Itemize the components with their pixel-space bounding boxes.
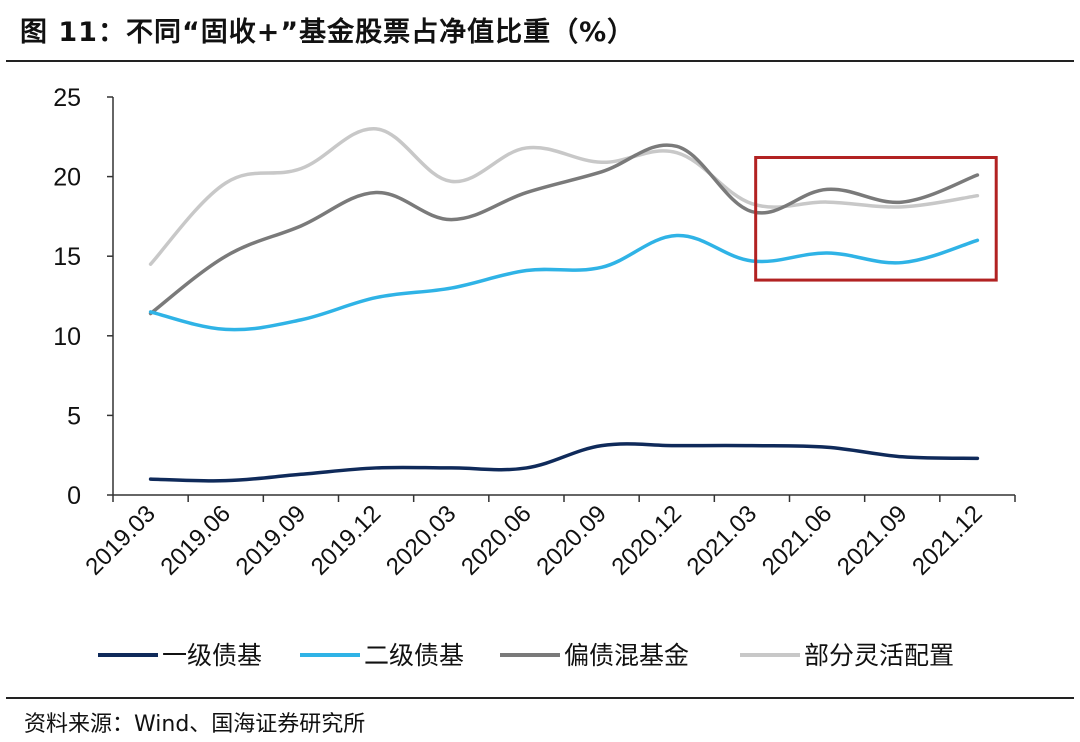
y-tick-label: 25 <box>53 84 81 112</box>
series-line-2 <box>148 233 980 332</box>
series-line-3 <box>148 143 980 316</box>
legend-label: 一级债基 <box>162 641 262 670</box>
x-ticks: 2019.032019.062019.092019.122020.032020.… <box>80 495 1016 581</box>
series-line-1 <box>148 442 980 483</box>
legend-label: 部分灵活配置 <box>804 641 954 670</box>
bottom-rule <box>6 697 1074 699</box>
x-tick-label: 2019.03 <box>80 500 160 580</box>
x-tick-label: 2019.06 <box>156 500 236 580</box>
legend-label: 二级债基 <box>364 641 464 670</box>
x-tick-label: 2021.03 <box>682 500 762 580</box>
x-tick-label: 2021.06 <box>757 500 837 580</box>
source-note: 资料来源：Wind、国海证券研究所 <box>24 712 366 737</box>
x-tick-label: 2019.09 <box>231 500 311 580</box>
x-tick-label: 2019.12 <box>306 500 386 580</box>
x-tick-label: 2021.09 <box>832 500 912 580</box>
legend: 一级债基 二级债基 偏债混基金 部分灵活配置 <box>98 641 954 670</box>
series-lines <box>148 127 980 483</box>
y-ticks: 0 5 10 15 20 25 <box>53 84 113 510</box>
x-tick-label: 2020.09 <box>531 500 611 580</box>
y-tick-label: 15 <box>53 243 81 271</box>
y-tick-label: 20 <box>53 164 81 192</box>
x-tick-label: 2020.12 <box>607 500 687 580</box>
highlight-box <box>754 155 998 282</box>
top-rule <box>6 60 1074 62</box>
x-tick-label: 2020.06 <box>456 500 536 580</box>
series-line-4 <box>148 127 980 266</box>
legend-label: 偏债混基金 <box>564 641 689 670</box>
chart-title: 图 11：不同“固收+”基金股票占净值比重（%） <box>20 17 636 48</box>
highlight-box-group <box>754 155 998 282</box>
y-tick-label: 10 <box>53 323 81 351</box>
y-tick-label: 5 <box>67 402 81 430</box>
y-tick-label: 0 <box>67 482 81 510</box>
x-tick-label: 2020.03 <box>381 500 461 580</box>
x-tick-label: 2021.12 <box>907 500 987 580</box>
